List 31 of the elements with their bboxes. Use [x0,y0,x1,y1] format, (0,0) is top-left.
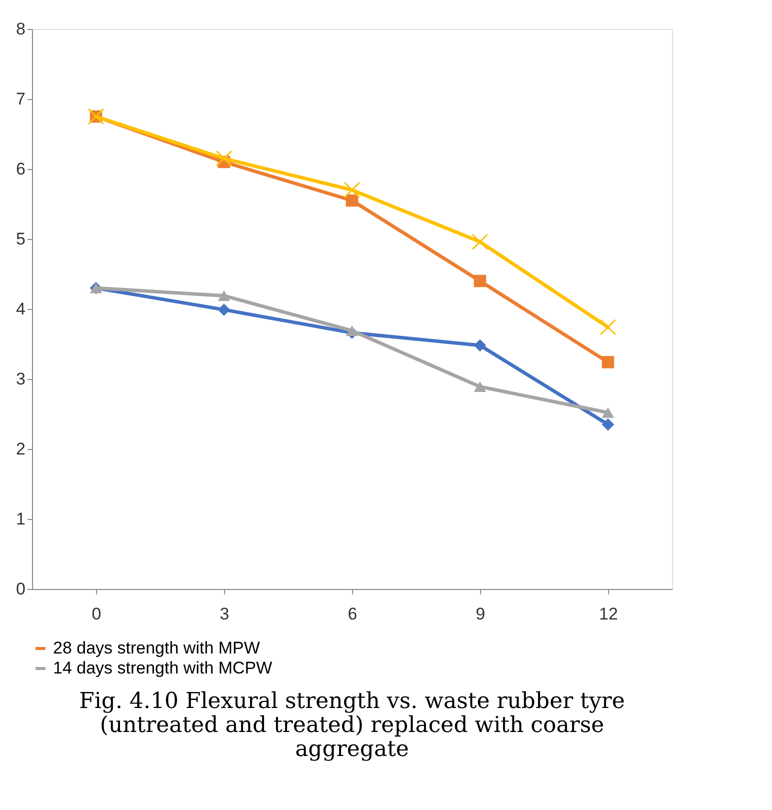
point [346,325,358,336]
y-tick-label: 2 [16,440,26,458]
y-tick-label: 1 [16,510,26,528]
y-tick-label: 8 [16,20,26,38]
point [474,339,486,352]
x-tick-label: 3 [220,604,230,624]
caption: Fig. 4.10 Flexural strength vs. waste rubber tyre (untreated and treated) replaced with coarse aggregate [79,689,625,762]
point [472,234,488,250]
x-tick-label: 0 [92,604,102,624]
point [218,304,230,316]
y-tick-label: 4 [16,300,26,318]
point [344,182,360,198]
y-tick-label: 3 [16,370,26,388]
point [216,150,232,167]
point [474,381,486,392]
point [600,319,616,336]
x-tick-label: 6 [348,604,358,624]
point [474,274,486,288]
point [218,290,230,302]
point [602,407,614,418]
legend-label: 28 days strength with MPW [53,638,260,658]
legend-label: 14 days strength with MCPW [53,658,272,678]
point [602,356,614,368]
x-tick-label: 9 [476,604,486,624]
y-tick-label: 6 [16,160,26,178]
point [602,418,614,431]
y-tick-label: 5 [16,230,26,248]
y-tick-label: 0 [16,580,26,598]
x-tick-label: 12 [599,604,618,624]
y-tick-label: 7 [16,90,26,108]
point [346,194,358,207]
